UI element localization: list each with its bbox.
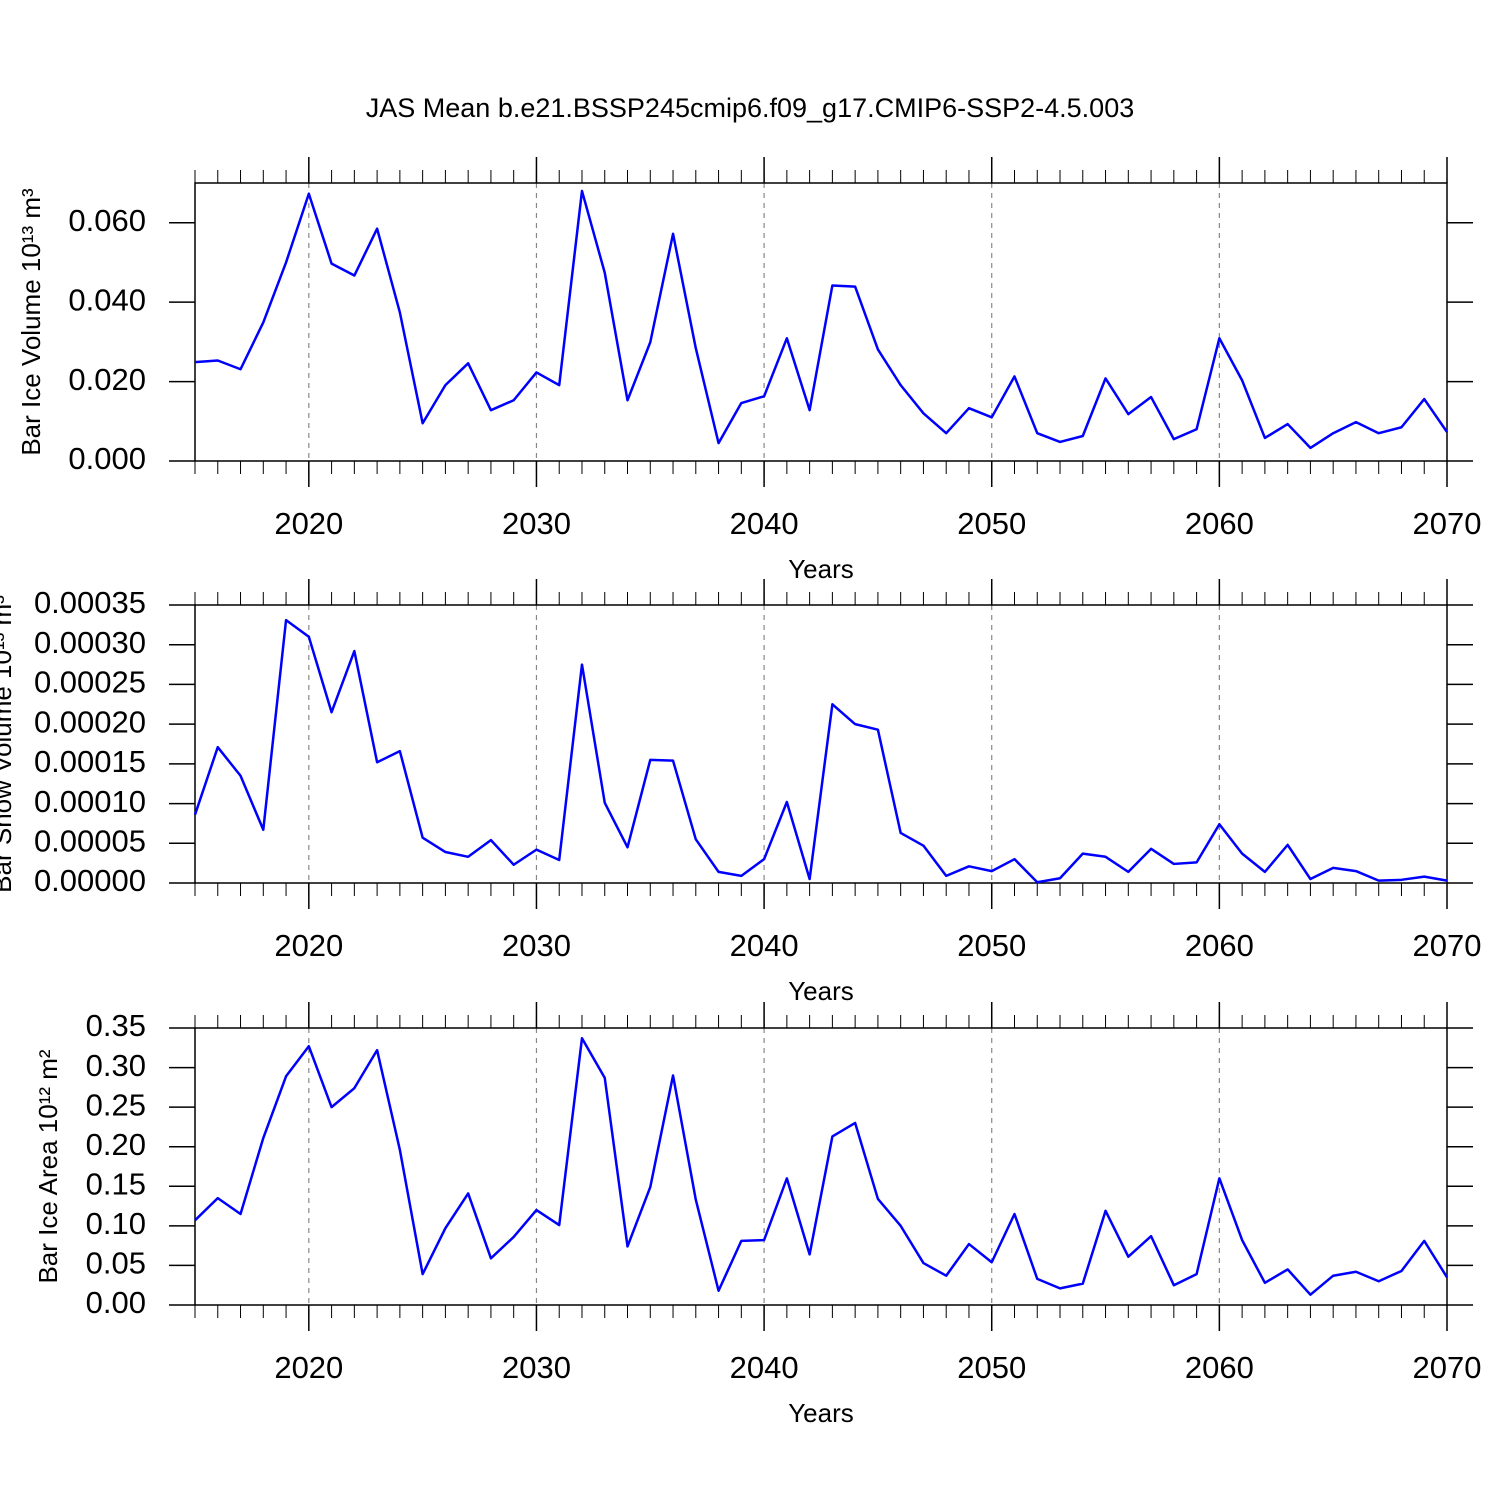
y-tick-label: 0.00 [86,1285,146,1320]
data-line [194,1037,1449,1296]
x-tick-label: 2070 [1413,1350,1482,1385]
y-tick-label: 0.15 [86,1166,146,1201]
y-tick-label: 0.060 [68,203,146,238]
x-tick-label: 2050 [957,928,1026,963]
x-tick-label: 2020 [274,1350,343,1385]
plot-frame [194,1027,1448,1306]
y-tick-label: 0.00000 [34,863,146,898]
plot-frame [194,182,1448,462]
y-axis-label: Bar Ice Area 10¹² m² [33,1049,63,1283]
x-tick-label: 2020 [274,928,343,963]
x-tick-label: 2070 [1413,928,1482,963]
x-tick-label: 2030 [502,506,571,541]
data-line [193,618,1448,884]
x-tick-label: 2060 [1185,506,1254,541]
y-tick-label: 0.05 [86,1246,146,1281]
plot-frame [194,604,1448,884]
y-tick-label: 0.00025 [34,665,146,700]
x-tick-label: 2040 [730,928,799,963]
y-tick-label: 0.30 [86,1048,146,1083]
x-tick-label: 2040 [730,1350,799,1385]
y-axis-label: Bar Ice Volume 10¹³ m³ [16,188,46,456]
x-tick-label: 2050 [957,1350,1026,1385]
y-tick-label: 0.020 [68,362,146,397]
chart-title: JAS Mean b.e21.BSSP245cmip6.f09_g17.CMIP… [366,93,1134,123]
y-tick-label: 0.10 [86,1206,146,1241]
y-tick-label: 0.00020 [34,704,146,739]
x-tick-label: 2030 [502,928,571,963]
x-tick-label: 2040 [730,506,799,541]
x-tick-label: 2050 [957,506,1026,541]
y-tick-label: 0.000 [68,441,146,476]
y-tick-label: 0.00010 [34,784,146,819]
x-axis-label: Years [788,554,854,584]
y-tick-label: 0.00015 [34,744,146,779]
x-tick-label: 2060 [1185,1350,1254,1385]
data-line [194,189,1449,450]
y-axis-label: Bar Snow Volume 10¹³ m³ [0,595,17,893]
y-tick-label: 0.00030 [34,625,146,660]
y-tick-label: 0.35 [86,1008,146,1043]
x-axis-label: Years [788,976,854,1006]
y-tick-label: 0.20 [86,1127,146,1162]
y-tick-label: 0.040 [68,282,146,317]
y-tick-label: 0.25 [86,1087,146,1122]
x-tick-label: 2030 [502,1350,571,1385]
x-tick-label: 2020 [274,506,343,541]
x-tick-label: 2070 [1413,506,1482,541]
x-axis-label: Years [788,1398,854,1428]
x-tick-label: 2060 [1185,928,1254,963]
y-tick-label: 0.00005 [34,823,146,858]
y-tick-label: 0.00035 [34,585,146,620]
